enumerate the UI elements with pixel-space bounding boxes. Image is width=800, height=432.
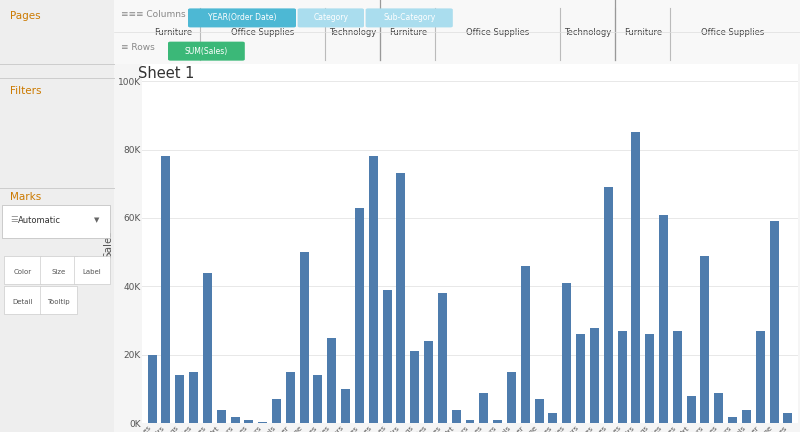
Bar: [203, 273, 212, 423]
Bar: [355, 208, 364, 423]
Text: Filters: Filters: [10, 86, 42, 96]
Text: Technology: Technology: [329, 28, 376, 37]
Bar: [424, 341, 433, 423]
Text: YEAR(Order Date): YEAR(Order Date): [208, 13, 276, 22]
Text: Detail: Detail: [12, 299, 33, 305]
Text: Color: Color: [14, 269, 31, 275]
Text: Office Supplies: Office Supplies: [466, 28, 530, 37]
Text: Technology: Technology: [564, 28, 611, 37]
Text: ≡ Rows: ≡ Rows: [121, 44, 154, 52]
Bar: [742, 410, 751, 423]
Bar: [770, 221, 778, 423]
Text: Furniture: Furniture: [624, 28, 662, 37]
Text: Marks: Marks: [10, 192, 42, 202]
Bar: [604, 187, 613, 423]
Text: ▼: ▼: [94, 217, 100, 223]
Bar: [507, 372, 516, 423]
Bar: [714, 393, 723, 423]
Bar: [534, 400, 544, 423]
Bar: [244, 420, 254, 423]
Bar: [162, 156, 170, 423]
Bar: [217, 410, 226, 423]
Bar: [631, 132, 640, 423]
Text: 2020: 2020: [693, 0, 718, 1]
Text: 2019: 2019: [486, 0, 510, 1]
Bar: [396, 174, 406, 423]
Bar: [382, 290, 391, 423]
Bar: [189, 372, 198, 423]
Text: Pages: Pages: [10, 11, 41, 21]
Text: Furniture: Furniture: [154, 28, 192, 37]
Text: ☰: ☰: [10, 215, 18, 224]
Bar: [327, 338, 336, 423]
Bar: [438, 293, 447, 423]
Bar: [673, 331, 682, 423]
Text: Sheet 1: Sheet 1: [138, 66, 194, 81]
Bar: [521, 266, 530, 423]
Bar: [590, 327, 599, 423]
Text: Tooltip: Tooltip: [47, 299, 70, 305]
Bar: [314, 375, 322, 423]
Bar: [341, 389, 350, 423]
Bar: [272, 400, 281, 423]
Text: SUM(Sales): SUM(Sales): [185, 47, 228, 56]
Bar: [562, 283, 571, 423]
Bar: [493, 420, 502, 423]
Y-axis label: Sales: Sales: [104, 230, 114, 257]
Bar: [686, 396, 696, 423]
Bar: [549, 413, 558, 423]
Bar: [646, 334, 654, 423]
Text: Office Supplies: Office Supplies: [701, 28, 764, 37]
Bar: [258, 422, 267, 423]
Bar: [659, 215, 668, 423]
Bar: [756, 331, 765, 423]
Text: Category: Category: [314, 13, 348, 22]
Text: Office Supplies: Office Supplies: [231, 28, 294, 37]
Bar: [576, 334, 585, 423]
Bar: [286, 372, 294, 423]
Text: Size: Size: [51, 269, 66, 275]
Bar: [466, 420, 474, 423]
Text: ≡≡≡ Columns: ≡≡≡ Columns: [121, 10, 186, 19]
Bar: [410, 352, 419, 423]
Bar: [147, 355, 157, 423]
Bar: [701, 256, 710, 423]
Text: Sub-Category: Sub-Category: [383, 13, 435, 22]
Text: Automatic: Automatic: [18, 216, 61, 225]
Text: Label: Label: [82, 269, 102, 275]
Bar: [452, 410, 461, 423]
Bar: [369, 156, 378, 423]
Text: Furniture: Furniture: [389, 28, 427, 37]
Bar: [175, 375, 184, 423]
Text: 2018: 2018: [250, 0, 275, 1]
Bar: [230, 416, 239, 423]
Bar: [300, 252, 309, 423]
Bar: [618, 331, 626, 423]
Bar: [479, 393, 488, 423]
Bar: [728, 416, 737, 423]
Bar: [783, 413, 793, 423]
